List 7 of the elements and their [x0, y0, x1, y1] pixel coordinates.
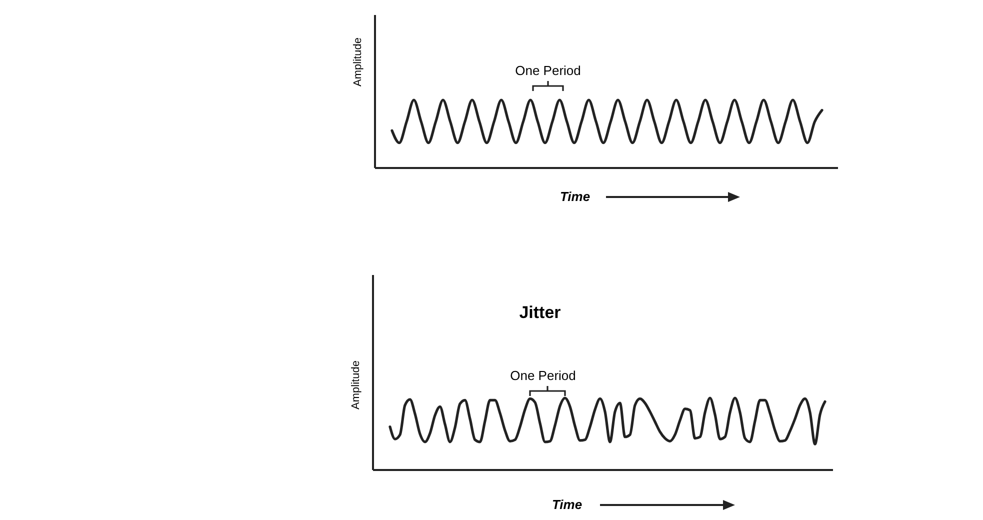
x-axis-title: Time: [560, 189, 590, 204]
text: One Period: [510, 368, 576, 383]
chart-title: Jitter: [519, 303, 562, 322]
y-axis-title: Amplitude: [352, 38, 364, 86]
text: One Period: [515, 63, 581, 78]
x-axis-title: Time: [552, 497, 582, 512]
y-axis-title: Amplitude: [350, 360, 362, 410]
